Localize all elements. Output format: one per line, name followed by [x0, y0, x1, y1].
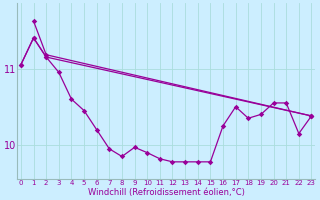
- X-axis label: Windchill (Refroidissement éolien,°C): Windchill (Refroidissement éolien,°C): [88, 188, 244, 197]
